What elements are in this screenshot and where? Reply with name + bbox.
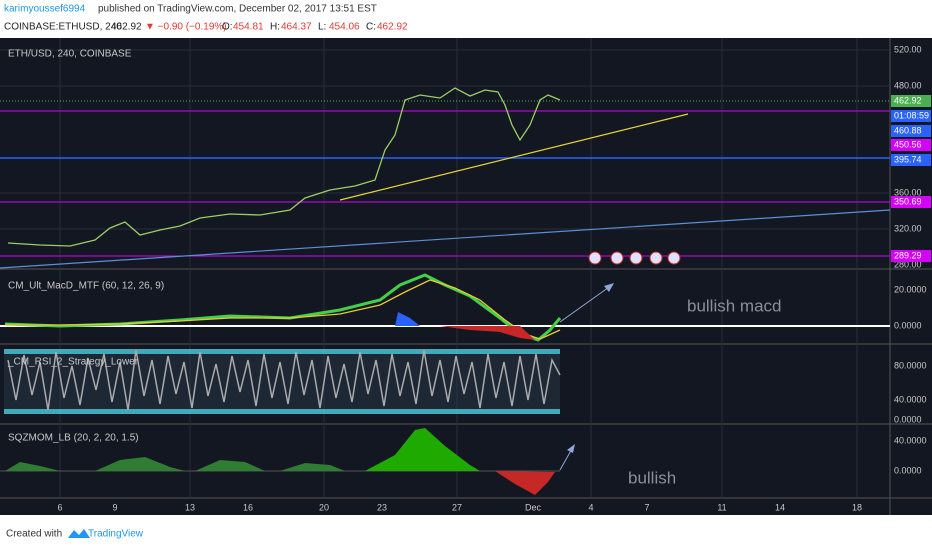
axis-label: 520.00 [894,44,922,54]
logo [68,529,90,538]
symbol: COINBASE:ETHUSD, 240 [4,22,122,33]
pane-title: ETH/USD, 240, COINBASE [8,49,132,60]
price-label: 01:08:59 [894,110,929,120]
ohlc-label: O: [222,22,233,33]
grid [0,38,890,498]
axis-label: 40.0000 [894,435,927,445]
axis-label: 280.00 [894,259,922,269]
x-tick-label: 27 [452,502,462,512]
axis-label: 360.00 [894,187,922,197]
axis-label: 0.0000 [894,414,922,424]
rsi [7,349,561,411]
axis-label: 0.0000 [894,465,922,475]
x-tick-label: Dec [525,502,542,512]
pane-title: CM_Ult_MacD_MTF (60, 12, 26, 9) [8,281,164,292]
pane-title: _CM_RSI_2_Strategy_Lower [7,357,139,368]
x-tick-label: 9 [112,502,117,512]
created: Created with [6,529,62,540]
price-box [891,154,931,166]
ohlc-value: 454.81 [233,22,264,33]
momentum-histogram [5,428,555,495]
arrowhead [567,444,575,453]
axis-label: 320.00 [894,223,922,233]
rsi-band [4,349,560,354]
chart-bg [0,38,932,515]
last: 462.92 [111,22,142,33]
price-label: 289.29 [894,250,922,260]
price [7,87,561,247]
ohlc-label: L: [318,22,326,33]
published: published on TradingView.com, December 0… [98,4,377,15]
arrow [559,284,613,323]
axis-label: 0.0000 [894,320,922,330]
ohlc: O: 454.81 H: 464.37 L: 454.06 C: 462.92 [222,22,408,33]
ohlc-value: 454.06 [329,22,360,33]
author[interactable]: karimyoussef6994 [4,4,86,15]
price-label: 450.56 [894,139,922,149]
price-box [891,250,931,262]
histogram [395,312,420,326]
axis-label: 40.0000 [894,394,927,404]
trend-line [0,209,891,269]
rsi-band [4,409,560,414]
annotation: bullish macd [687,296,782,315]
axis-label: 480.00 [894,80,922,90]
x-tick-label: 13 [185,502,195,512]
price-box [891,139,931,151]
events [588,251,681,265]
x-tick-label: 4 [588,502,593,512]
x-tick-label: 14 [775,502,785,512]
x-tick-label: 7 [644,502,649,512]
ohlc-value: 464.37 [281,22,312,33]
price-label: 460.88 [894,125,922,135]
pane-separators [0,268,932,499]
price-label: 462.92 [894,95,922,105]
x-tick-label: 11 [717,502,726,512]
trend-line [339,113,689,201]
x-tick-label: 16 [243,502,253,512]
axis-label: 20.0000 [894,284,927,294]
x-tick-label: 20 [319,502,329,512]
annotation: bullish [628,468,676,487]
price-label: 395.74 [894,154,922,164]
price-box [891,95,931,107]
arrowhead [604,283,614,292]
axis-label: 80.0000 [894,360,927,370]
x-tick-label: 23 [377,502,387,512]
pane-title: SQZMOM_LB (20, 2, 20, 1.5) [8,433,139,444]
price-box [891,125,931,137]
ohlc-value: 462.92 [377,22,408,33]
x-tick-label: 6 [57,502,62,512]
brand[interactable]: TradingView [88,529,144,540]
ohlc-label: H: [270,22,280,33]
change: ▼ −0.90 (−0.19%) [145,22,227,33]
price-box [891,110,931,122]
histogram [440,326,535,340]
labels: ETH/USD, 240, COINBASE CM_Ult_MacD_MTF (6… [7,44,931,512]
x-tick-label: 18 [852,502,862,512]
price-box [891,196,931,208]
ohlc-label: C: [366,22,376,33]
price-label: 350.69 [894,196,922,206]
